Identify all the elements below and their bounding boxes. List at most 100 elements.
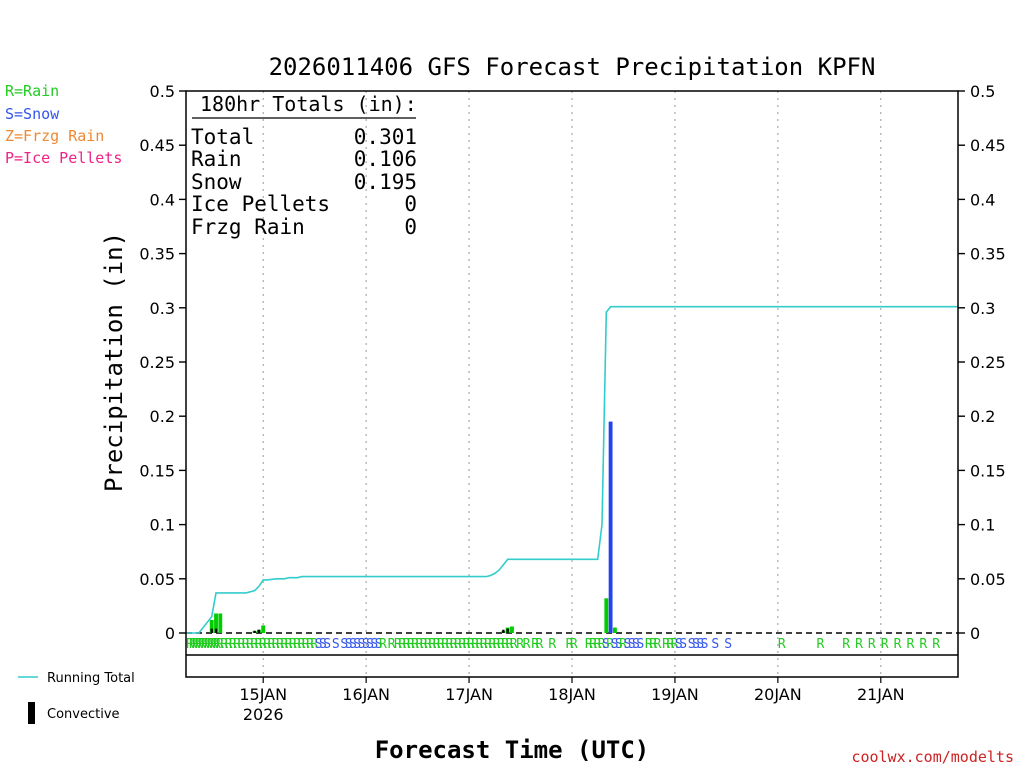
x-tick-label: 20JAN	[754, 685, 802, 704]
ptype-marker-rain: R	[484, 637, 492, 652]
watermark: coolwx.com/modelts	[851, 748, 1014, 766]
ptype-marker-snow: S	[623, 637, 631, 652]
ptype-marker-rain: R	[198, 637, 206, 652]
ptype-marker-rain: R	[280, 637, 288, 652]
ptype-marker-rain: R	[523, 637, 531, 652]
y-tick-label-left: 0.05	[139, 570, 175, 589]
precip-bar-rain	[218, 613, 223, 633]
totals-value-rain: 0.106	[354, 147, 417, 171]
ptype-marker-snow: S	[315, 637, 323, 652]
ptype-marker-rain: R	[246, 637, 254, 652]
ptype-marker-snow: S	[724, 637, 732, 652]
ptype-marker-rain: R	[662, 637, 670, 652]
totals-header: 180hr Totals (in):	[200, 92, 417, 116]
ptype-marker-rain: R	[881, 637, 889, 652]
ptype-marker-rain: R	[463, 637, 471, 652]
totals-label-total: Total	[191, 125, 254, 149]
ptype-marker-rain: R	[263, 637, 271, 652]
ptype-marker-rain: R	[619, 637, 627, 652]
ptype-marker-rain: R	[195, 637, 203, 652]
x-tick-label: 15JAN	[239, 685, 287, 704]
y-tick-label-right: 0.2	[970, 407, 995, 426]
ptype-marker-rain: R	[225, 637, 233, 652]
y-tick-label-left: 0.2	[150, 407, 175, 426]
ptype-marker-snow: S	[611, 637, 619, 652]
y-axis-label: Precipitation (in)	[100, 232, 128, 492]
ptype-marker-rain: R	[394, 637, 402, 652]
convective-swatch	[28, 702, 35, 724]
ptype-marker-rain: R	[816, 637, 824, 652]
ptype-marker-rain: R	[441, 637, 449, 652]
ptype-marker-rain: R	[506, 637, 514, 652]
x-tick-sublabel: 2026	[243, 705, 284, 724]
ptype-marker-rain: R	[501, 637, 509, 652]
totals-label-ice-pellets: Ice Pellets	[191, 192, 330, 216]
ptype-marker-snow: S	[370, 637, 378, 652]
ptype-marker-snow: S	[375, 637, 383, 652]
running-total-line	[186, 305, 958, 634]
ptype-marker-rain: R	[445, 637, 453, 652]
ptype-marker-rain: R	[894, 637, 902, 652]
ptype-marker-rain: R	[267, 637, 275, 652]
precip-bar-snow	[608, 421, 613, 633]
ptype-marker-rain: R	[289, 637, 297, 652]
ptype-marker-rain: R	[566, 637, 574, 652]
y-tick-label-right: 0	[970, 624, 980, 643]
ptype-marker-rain: R	[531, 637, 539, 652]
convective-bar	[210, 628, 213, 633]
ptype-marker-rain: R	[424, 637, 432, 652]
ptype-marker-rain: R	[420, 637, 428, 652]
ptype-marker-rain: R	[593, 637, 601, 652]
ptype-marker-snow: S	[332, 637, 340, 652]
ptype-marker-snow: S	[636, 637, 644, 652]
convective-legend-label: Convective	[47, 707, 120, 722]
ptype-marker-rain: R	[189, 637, 197, 652]
y-tick-label-left: 0.45	[139, 136, 175, 155]
ptype-marker-rain: R	[606, 637, 614, 652]
ptype-marker-snow: S	[319, 637, 327, 652]
ptype-marker-rain: R	[186, 637, 194, 652]
ptype-marker-rain: R	[437, 637, 445, 652]
precip-bar-rain	[214, 613, 218, 633]
totals-value-snow: 0.195	[354, 170, 417, 194]
ptype-marker-rain: R	[671, 637, 679, 652]
y-tick-label-left: 0.35	[139, 245, 175, 264]
x-tick-label: 21JAN	[857, 685, 905, 704]
ptype-marker-snow: S	[675, 637, 683, 652]
y-tick-label-left: 0.25	[139, 353, 175, 372]
convective-bar	[257, 629, 261, 633]
y-tick-label-left: 0.15	[139, 461, 175, 480]
ptype-marker-rain: R	[510, 637, 518, 652]
convective-series	[210, 628, 509, 633]
ptype-marker-rain: R	[201, 637, 209, 652]
ptype-marker-rain: R	[298, 637, 306, 652]
ptype-marker-rain: R	[855, 637, 863, 652]
ptype-marker-rain: R	[207, 637, 215, 652]
ptype-marker-snow: S	[688, 637, 696, 652]
ptype-marker-rain: R	[907, 637, 915, 652]
ptype-marker-rain: R	[598, 637, 606, 652]
y-tick-label-left: 0.3	[150, 299, 175, 318]
ptype-marker-rain: R	[403, 637, 411, 652]
ptype-marker-rain: R	[276, 637, 284, 652]
y-tick-label-right: 0.3	[970, 299, 995, 318]
x-tick-label: 19JAN	[651, 685, 699, 704]
legend-rain: R=Rain	[5, 82, 59, 100]
ptype-marker-rain: R	[229, 637, 237, 652]
totals-box: 180hr Totals (in): Total 0.301 Rain 0.10…	[191, 92, 417, 239]
legend-snow: S=Snow	[5, 105, 60, 123]
x-tick-label: 18JAN	[548, 685, 596, 704]
ptype-marker-rain: R	[428, 637, 436, 652]
ptype-marker-rain: R	[458, 637, 466, 652]
ptype-marker-rain: R	[213, 637, 221, 652]
y-tick-label-right: 0.35	[970, 245, 1006, 264]
y-tick-label-right: 0.5	[970, 82, 995, 101]
chart-title: 2026011406 GFS Forecast Precipitation KP…	[269, 53, 876, 81]
ptype-marker-rain: R	[666, 637, 674, 652]
ptype-marker-rain: R	[467, 637, 475, 652]
ptype-marker-snow: S	[358, 637, 366, 652]
